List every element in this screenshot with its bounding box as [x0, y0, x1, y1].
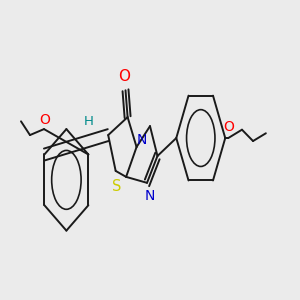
Text: H: H	[84, 115, 94, 128]
Text: O: O	[223, 120, 234, 134]
Text: N: N	[144, 189, 154, 203]
Text: O: O	[118, 69, 130, 84]
Text: N: N	[137, 133, 147, 147]
Text: O: O	[40, 113, 51, 127]
Text: S: S	[112, 179, 121, 194]
